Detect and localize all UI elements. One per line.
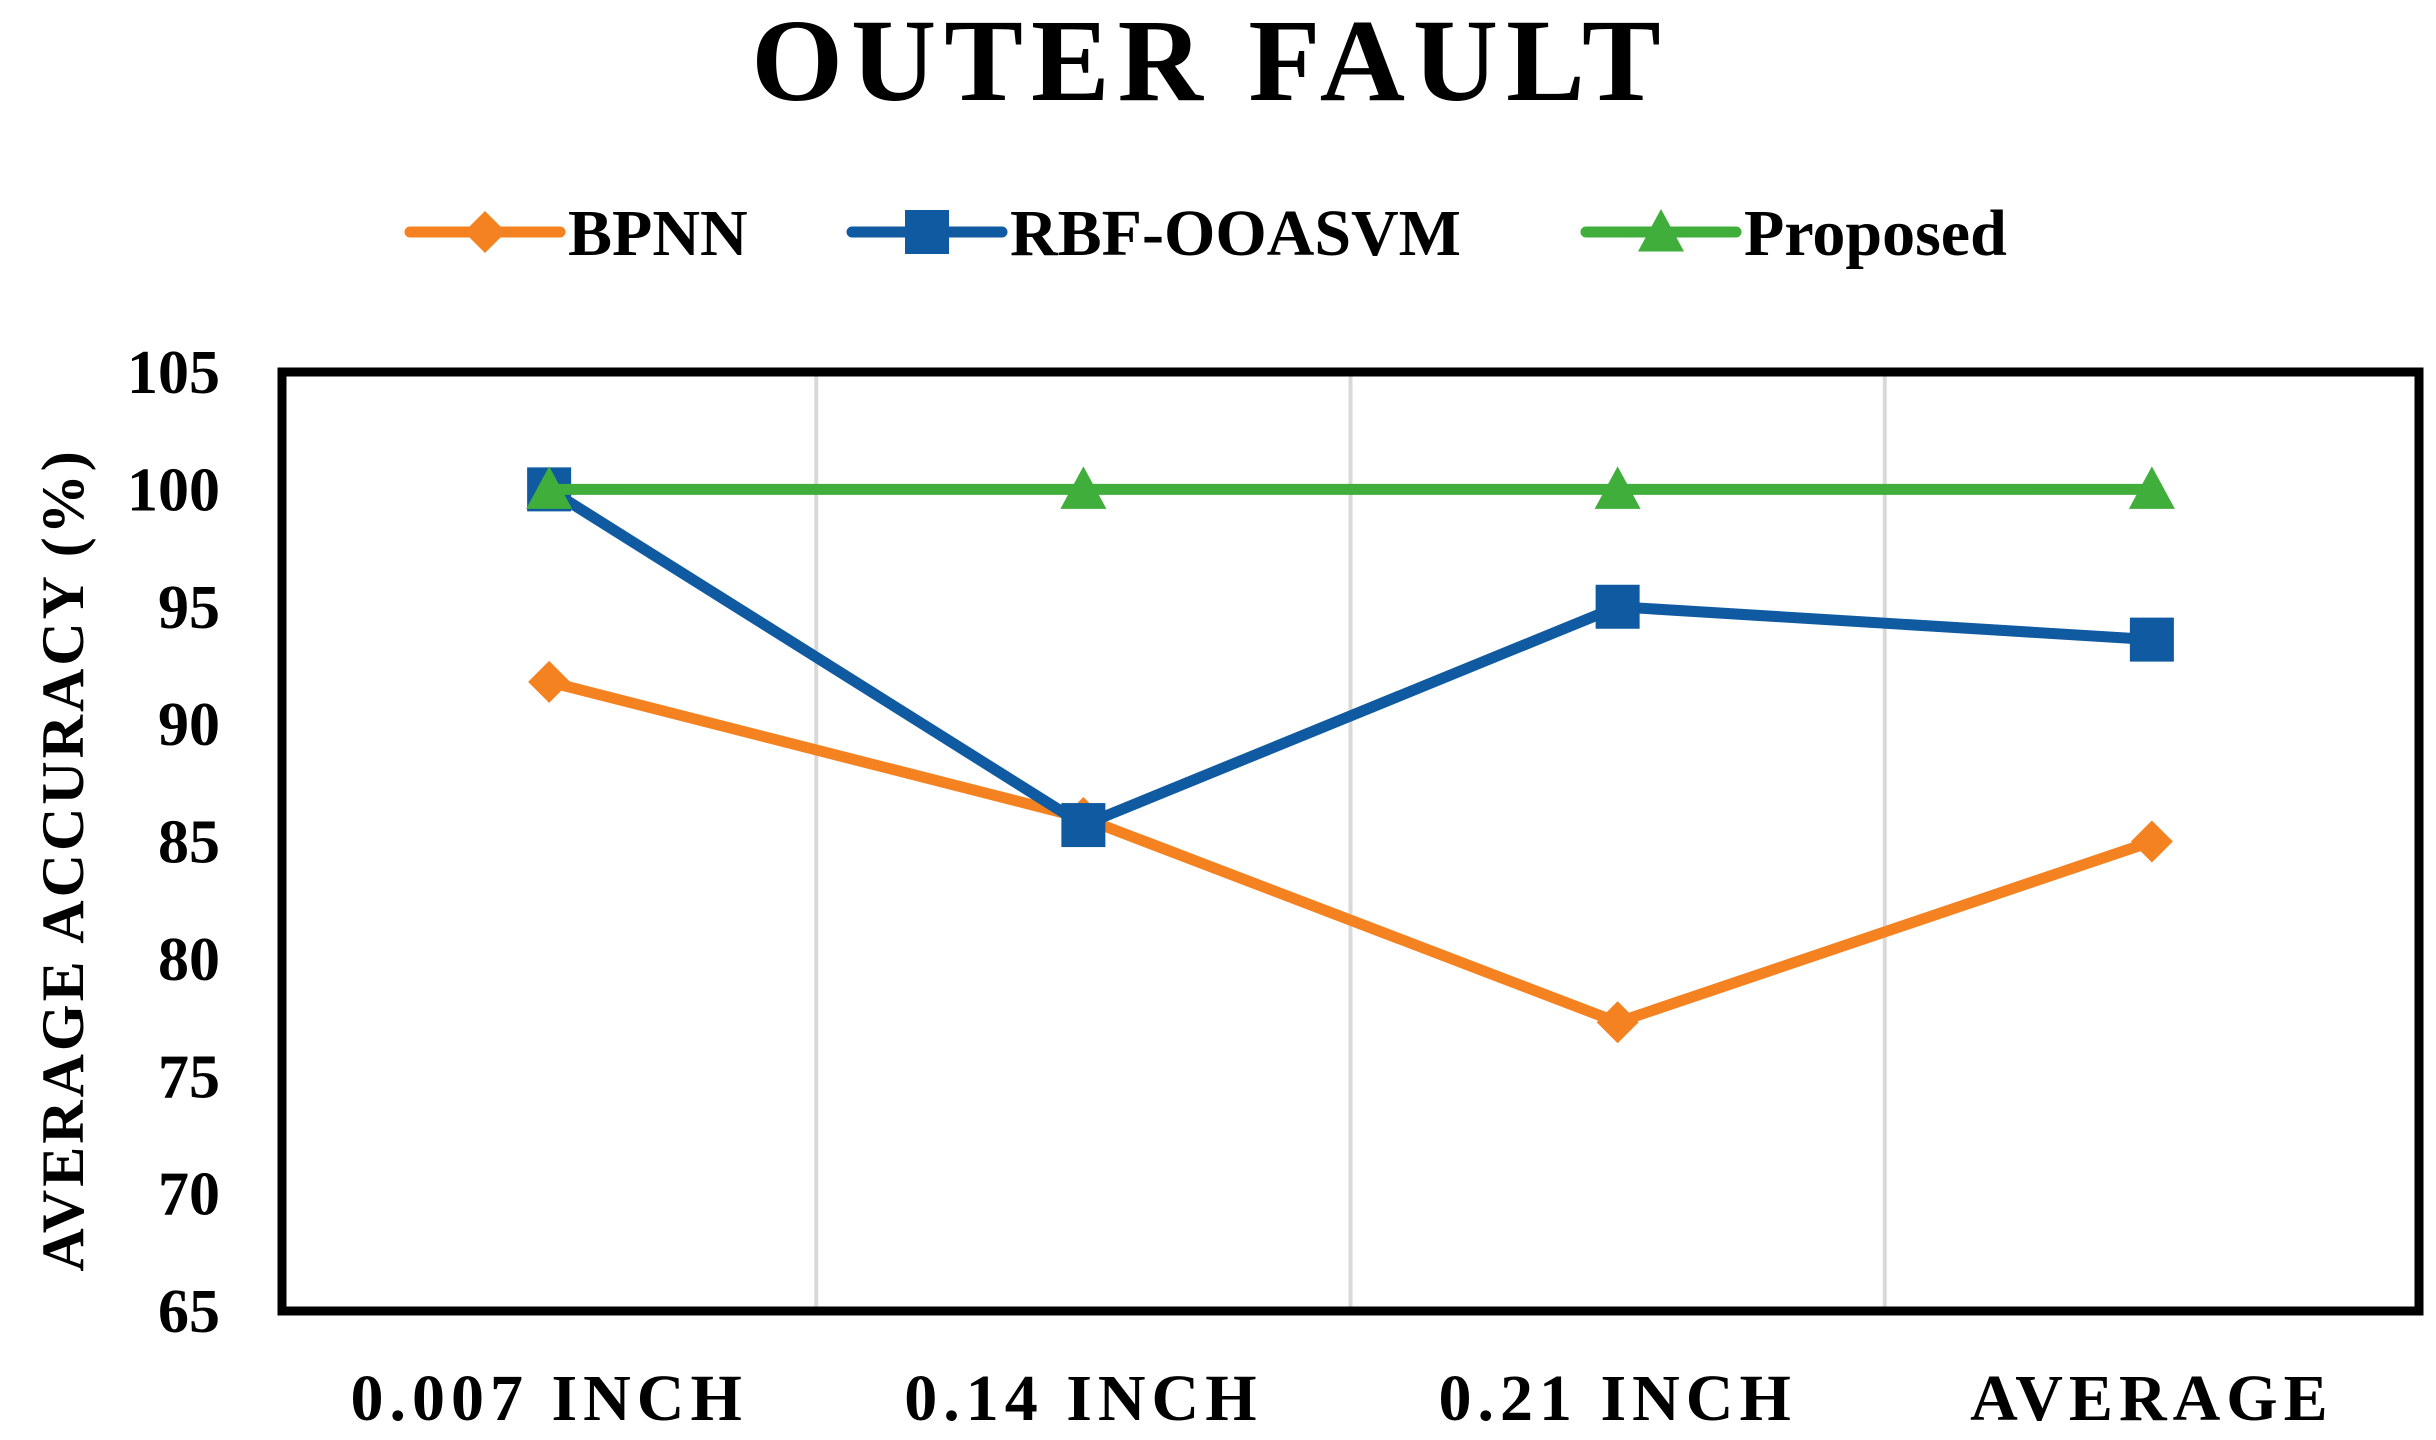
data-point-square [1061,803,1106,848]
legend-label: Proposed [1744,197,2007,270]
x-axis: 0.007 INCH 0.14 INCH 0.21 INCH AVERAGE [350,1362,2334,1435]
data-point-triangle [2128,466,2175,509]
data-point-square [2129,617,2174,662]
data-point-triangle [1060,466,1107,509]
y-tick-label: 100 [127,456,220,524]
y-tick-label: 80 [158,926,220,994]
x-tick-label: 0.21 INCH [1438,1362,1796,1435]
legend-marker-diamond [464,211,506,253]
x-tick-label: AVERAGE [1970,1362,2334,1435]
x-tick-label: 0.007 INCH [350,1362,747,1435]
plot-series [526,466,2175,1044]
data-point-square [1595,584,1640,629]
y-tick-label: 70 [158,1161,220,1229]
y-tick-label: 95 [158,574,220,642]
y-tick-label: 65 [158,1278,220,1346]
chart-title: OUTER FAULT [751,0,1668,126]
data-point-triangle [526,466,573,509]
x-tick-label: 0.14 INCH [904,1362,1262,1435]
y-tick-label: 75 [158,1043,220,1111]
y-tick-label: 105 [127,339,220,407]
y-axis-label: AVERAGE ACCURACY (%) [30,448,96,1271]
legend-label: BPNN [568,197,748,270]
legend-marker-triangle [1638,209,1684,252]
legend-item: BPNN [404,197,748,270]
plot-frame [277,367,2424,1316]
y-axis: 105 100 95 90 85 80 75 70 65 [127,339,220,1346]
data-point-diamond [2130,820,2173,863]
y-tick-label: 90 [158,691,220,759]
legend-item: Proposed [1580,197,2007,270]
legend-marker-square [905,210,949,254]
data-point-diamond [528,660,571,703]
y-tick-label: 85 [158,809,220,877]
series-line [543,676,2158,1028]
series-triangle [526,466,2175,509]
series-line [543,483,2158,831]
data-point-triangle [1594,466,1641,509]
legend-label: RBF-OOASVM [1010,197,1461,270]
legend: BPNN RBF-OOASVM Proposed [404,197,2007,270]
data-point-diamond [1596,1001,1639,1044]
grid [814,372,1887,1311]
legend-item: RBF-OOASVM [846,197,1461,270]
